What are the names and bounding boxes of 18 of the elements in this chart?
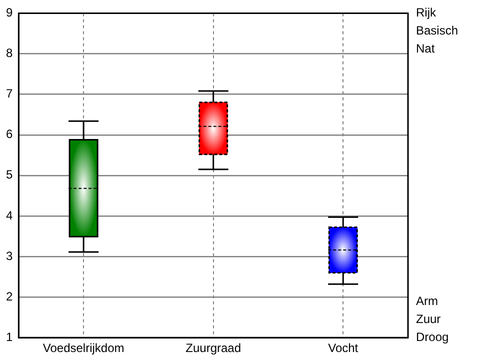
text: Rijk <box>416 6 437 20</box>
x-tick-label: Vocht <box>328 341 359 356</box>
y-tick-label: 2 <box>6 289 13 304</box>
y-tick-label: 5 <box>6 168 13 182</box>
x-tick-label: Voedselrijkdom <box>42 341 124 356</box>
y-tick-label: 6 <box>6 127 13 142</box>
x-tick-label: Zuurgraad <box>186 341 242 356</box>
y-tick-label: 7 <box>6 86 13 101</box>
text: Zuur <box>416 312 441 326</box>
y-tick-label: 8 <box>6 46 13 60</box>
y-tick-label: 4 <box>6 208 13 222</box>
text: Nat <box>416 42 436 56</box>
text: Arm <box>416 294 438 308</box>
y-tick-label: 1 <box>6 330 13 344</box>
text: Droog <box>416 330 449 344</box>
y-tick-label: 9 <box>6 6 13 20</box>
y-tick-label: 3 <box>6 248 13 263</box>
text: Basisch <box>416 24 458 38</box>
